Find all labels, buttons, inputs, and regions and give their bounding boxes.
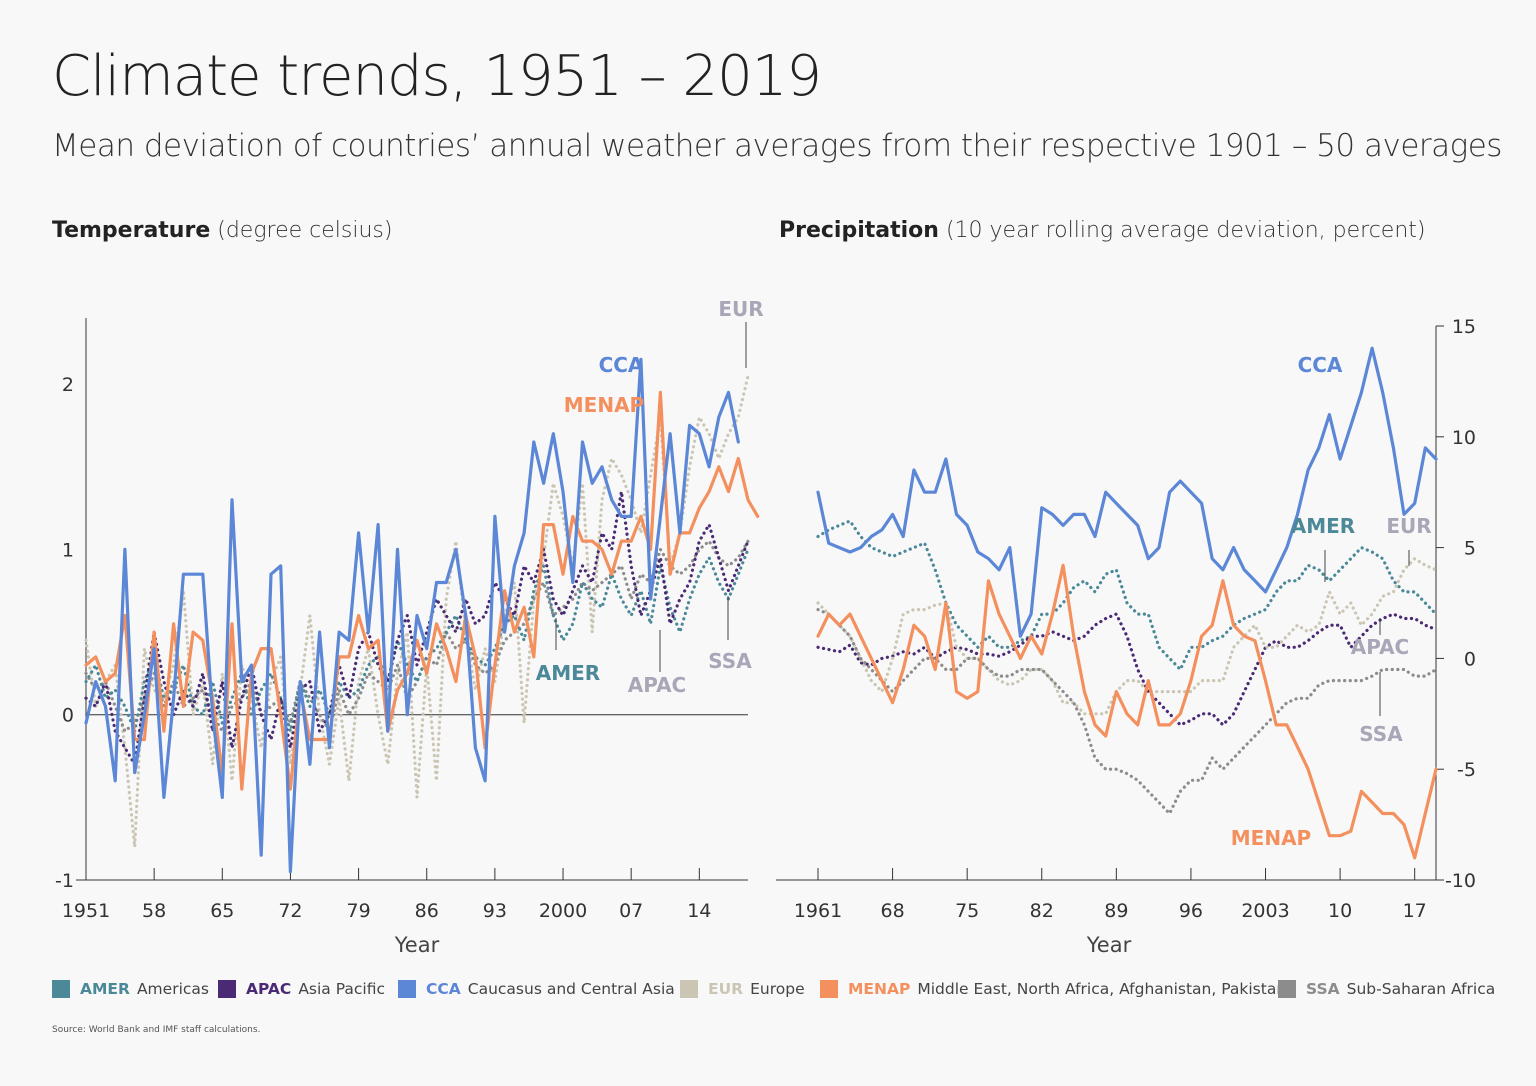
precipitation-x-axis-title: Year <box>1086 933 1132 957</box>
temperature-y-tick-label: 2 <box>62 374 74 396</box>
precipitation-x-tick-label: 68 <box>880 900 904 922</box>
temperature-y-tick-label: 0 <box>62 705 74 727</box>
precipitation-y-tick-label: -10 <box>1445 870 1476 892</box>
temperature-x-tick-label: 58 <box>142 900 166 922</box>
precipitation-y-tick-label: -5 <box>1457 759 1476 781</box>
temperature-series-ssa-line <box>84 539 750 733</box>
temperature-annotation-eur: EUR <box>718 297 763 321</box>
temperature-x-tick-label: 65 <box>210 900 234 922</box>
legend-item-apac: APAC Asia Pacific <box>218 980 385 998</box>
legend: AMER Americas APAC Asia Pacific CCA Cauc… <box>52 980 1495 1004</box>
precipitation-annotation-menap: MENAP <box>1231 826 1311 850</box>
legend-swatch-cca <box>398 980 416 998</box>
precipitation-annotation-ssa: SSA <box>1359 722 1403 746</box>
legend-code-apac: APAC <box>246 980 292 998</box>
temperature-x-tick-label: 86 <box>415 900 439 922</box>
legend-swatch-eur <box>680 980 698 998</box>
precipitation-x-tick-label: 89 <box>1104 900 1128 922</box>
temperature-x-tick-label: 14 <box>687 900 711 922</box>
temperature-series-cca-line <box>84 357 740 874</box>
precipitation-annotation-amer: AMER <box>1291 514 1355 538</box>
legend-item-ssa: SSA Sub-Saharan Africa <box>1278 980 1495 998</box>
legend-label-apac: Asia Pacific <box>298 980 385 998</box>
temperature-annotation-ssa: SSA <box>708 649 752 673</box>
precipitation-x-tick-label: 82 <box>1030 900 1054 922</box>
temperature-series-apac-line <box>84 490 750 766</box>
temperature-x-tick-label: 1951 <box>62 900 110 922</box>
legend-item-eur: EUR Europe <box>680 980 805 998</box>
precipitation-x-tick-label: 96 <box>1179 900 1203 922</box>
precipitation-annotation-eur: EUR <box>1386 514 1431 538</box>
temperature-x-tick-label: 72 <box>278 900 302 922</box>
temperature-x-tick-label: 2000 <box>539 900 587 922</box>
temperature-x-axis-title: Year <box>394 933 440 957</box>
legend-swatch-menap <box>820 980 838 998</box>
temperature-x-tick-label: 79 <box>346 900 370 922</box>
precipitation-series-apac-line <box>816 612 1438 727</box>
precipitation-y-tick-label: 5 <box>1464 538 1476 560</box>
precipitation-series-eur-line <box>816 557 1438 716</box>
legend-code-eur: EUR <box>708 980 744 998</box>
legend-code-cca: CCA <box>426 980 461 998</box>
precipitation-series-amer-line <box>816 519 1438 672</box>
legend-swatch-amer <box>52 980 70 998</box>
temperature-heading-unit: (degree celsius) <box>210 218 393 243</box>
legend-swatch-ssa <box>1278 980 1296 998</box>
precipitation-y-tick-label: 15 <box>1452 316 1476 338</box>
precipitation-x-tick-label: 17 <box>1403 900 1427 922</box>
precipitation-series-ssa-line <box>816 607 1438 816</box>
temperature-annotation-apac: APAC <box>628 673 686 697</box>
precipitation-annotation-cca: CCA <box>1298 353 1343 377</box>
precipitation-series-menap-line <box>816 563 1438 860</box>
legend-label-eur: Europe <box>750 980 805 998</box>
temperature-annotation-cca: CCA <box>599 353 644 377</box>
temperature-series-menap-line <box>84 390 760 791</box>
precipitation-panel-heading: Precipitation (10 year rolling average d… <box>779 218 1425 243</box>
precipitation-y-tick-label: 10 <box>1452 427 1476 449</box>
precipitation-x-tick-label: 1961 <box>794 900 842 922</box>
temperature-y-tick-label: 1 <box>62 539 74 561</box>
precipitation-x-tick-label: 75 <box>955 900 979 922</box>
temperature-x-tick-label: 93 <box>483 900 507 922</box>
temperature-x-tick-label: 07 <box>619 900 643 922</box>
precipitation-heading-bold: Precipitation <box>779 218 939 243</box>
legend-code-ssa: SSA <box>1306 980 1340 998</box>
chart-title: Climate trends, 1951 – 2019 <box>52 44 822 109</box>
chart-subtitle: Mean deviation of countries’ annual weat… <box>52 128 1502 164</box>
temperature-y-tick-label: -1 <box>55 870 74 892</box>
precipitation-heading-unit: (10 year rolling average deviation, perc… <box>938 218 1426 243</box>
temperature-panel-heading: Temperature (degree celsius) <box>52 218 392 243</box>
temperature-annotation-menap: MENAP <box>564 393 644 417</box>
legend-label-menap: Middle East, North Africa, Afghanistan, … <box>917 980 1287 998</box>
legend-code-menap: MENAP <box>848 980 911 998</box>
legend-label-ssa: Sub-Saharan Africa <box>1346 980 1496 998</box>
precipitation-annotation-apac: APAC <box>1351 635 1409 659</box>
temperature-heading-bold: Temperature <box>52 218 211 243</box>
legend-item-amer: AMER Americas <box>52 980 209 998</box>
temperature-series-eur-line <box>84 374 750 849</box>
legend-label-amer: Americas <box>136 980 209 998</box>
precipitation-x-tick-label: 2003 <box>1241 900 1289 922</box>
temperature-annotation-amer: AMER <box>536 661 600 685</box>
legend-label-cca: Caucasus and Central Asia <box>467 980 675 998</box>
legend-swatch-apac <box>218 980 236 998</box>
legend-code-amer: AMER <box>80 980 130 998</box>
legend-item-cca: CCA Caucasus and Central Asia <box>398 980 675 998</box>
precipitation-x-tick-label: 10 <box>1328 900 1352 922</box>
precipitation-y-tick-label: 0 <box>1464 648 1476 670</box>
source-note: Source: World Bank and IMF staff calcula… <box>52 1025 261 1035</box>
precipitation-series-cca-line <box>816 346 1438 638</box>
legend-item-menap: MENAP Middle East, North Africa, Afghani… <box>820 980 1286 998</box>
